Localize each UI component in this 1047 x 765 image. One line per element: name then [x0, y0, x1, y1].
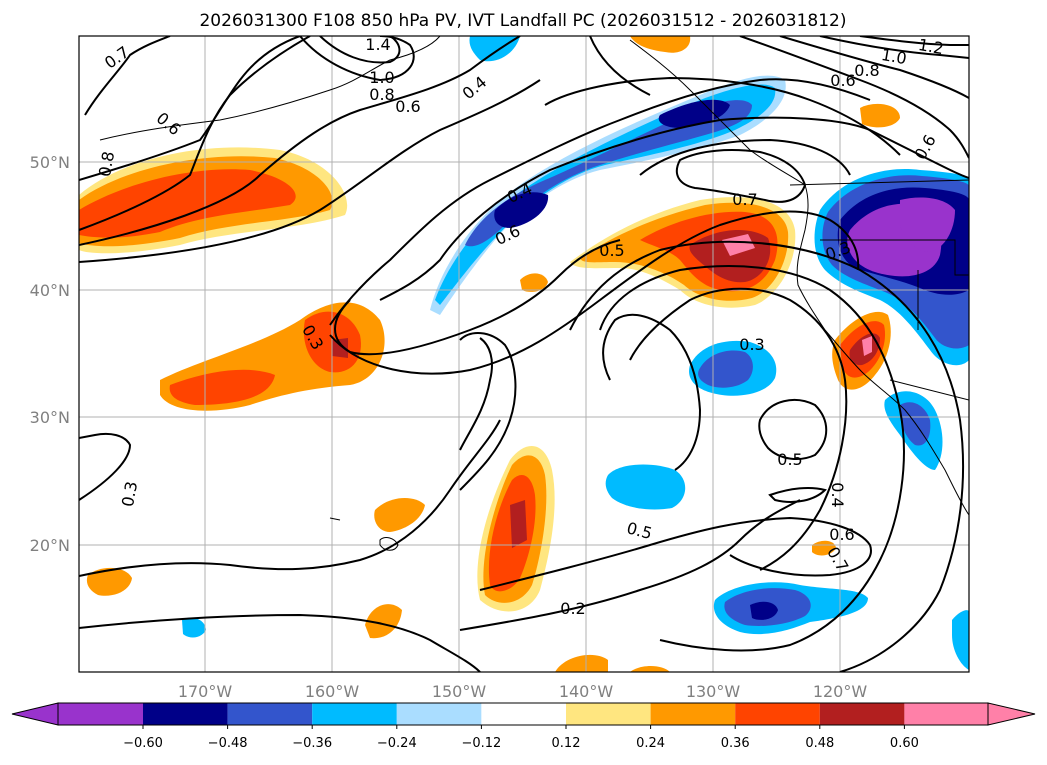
colorbar-frame: [57, 702, 989, 726]
colorbar-tick-label: 0.24: [636, 736, 665, 751]
lat-label: 40°N: [30, 281, 70, 300]
colorbar-cell: [481, 703, 566, 725]
lon-label: 140°W: [559, 682, 614, 701]
colorbar-tick-label: 0.36: [721, 736, 750, 751]
pv-contours: [79, 36, 969, 672]
lon-label: 160°W: [305, 682, 360, 701]
colorbar-cell: [735, 703, 820, 725]
colorbar-cell: [227, 703, 313, 725]
contour-label: 0.6: [829, 525, 854, 544]
lon-label: 150°W: [432, 682, 487, 701]
lon-label: 170°W: [178, 682, 233, 701]
contour-label: 0.2: [560, 599, 585, 618]
longitude-labels: 170°W 160°W 150°W 140°W 130°W 120°W: [178, 682, 868, 701]
colorbar-tick-label: 0.60: [890, 736, 919, 751]
map-frame: [78, 35, 970, 673]
lat-label: 50°N: [30, 153, 70, 172]
colorbar-cell: [143, 703, 228, 725]
colorbar-extend-left: [11, 702, 59, 726]
contour-label: 0.5: [599, 241, 624, 260]
colorbar-tick-label: −0.36: [292, 736, 332, 751]
contour-label: 1.0: [369, 68, 394, 87]
colorbar-cell: [819, 703, 905, 725]
contour-label: 0.8: [854, 61, 879, 80]
colorbar-tick-label: −0.60: [123, 736, 163, 751]
coastlines: [99, 36, 969, 551]
contour-label: 0.6: [395, 97, 420, 116]
contour-label: 0.5: [777, 450, 802, 469]
colorbar-cell: [58, 703, 143, 725]
contour-label: 1.2: [917, 35, 945, 58]
colorbar-tick-label: −0.24: [377, 736, 417, 751]
contour-label: 0.4: [828, 482, 847, 507]
contour-label: 0.3: [739, 335, 764, 354]
colorbar-cell: [904, 703, 988, 725]
latitude-labels: 50°N 40°N 30°N 20°N: [30, 153, 70, 555]
colorbar-tick-label: 0.48: [805, 736, 834, 751]
contour-label: 1.4: [365, 35, 390, 54]
contour-label: 0.3: [118, 480, 141, 508]
positive-anomaly-shading: [79, 36, 900, 672]
colorbar-cell: [396, 703, 482, 725]
contour-label: 0.7: [732, 190, 757, 209]
map-area: 0.7 0.6 0.8 1.4 1.0 0.8 0.6 0.4 1.2 1.0 …: [79, 35, 969, 672]
contour-label: 1.0: [880, 45, 908, 68]
contour-label: 0.6: [830, 71, 855, 90]
colorbar-cell: [650, 703, 736, 725]
lon-label: 120°W: [813, 682, 868, 701]
colorbar-tick-label: −0.48: [208, 736, 248, 751]
lat-label: 20°N: [30, 536, 70, 555]
graticule: [79, 36, 969, 672]
figure-title: 2026031300 F108 850 hPa PV, IVT Landfall…: [199, 11, 846, 31]
colorbar-tick-label: 0.12: [552, 736, 581, 751]
colorbar-tick-label: −0.12: [461, 736, 501, 751]
colorbar-cell: [566, 703, 651, 725]
lat-label: 30°N: [30, 408, 70, 427]
colorbar: −0.60 −0.48 −0.36 −0.24 −0.12 0.12 0.24 0.36 0.4…: [11, 702, 1036, 751]
colorbar-extend-right: [987, 702, 1036, 726]
contour-label: 0.8: [95, 150, 118, 178]
contour-label: 0.8: [369, 85, 394, 104]
colorbar-cell: [312, 703, 397, 725]
lon-label: 130°W: [686, 682, 741, 701]
